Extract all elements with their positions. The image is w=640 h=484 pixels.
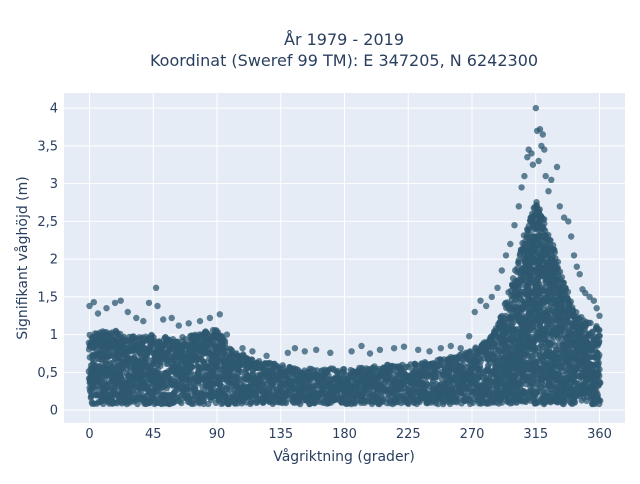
data-point	[555, 259, 561, 265]
data-point	[552, 249, 558, 255]
data-point	[557, 269, 563, 275]
data-point	[546, 237, 552, 243]
data-point	[565, 289, 571, 295]
data-point	[157, 363, 163, 369]
data-point	[537, 206, 543, 212]
data-point	[541, 220, 547, 226]
